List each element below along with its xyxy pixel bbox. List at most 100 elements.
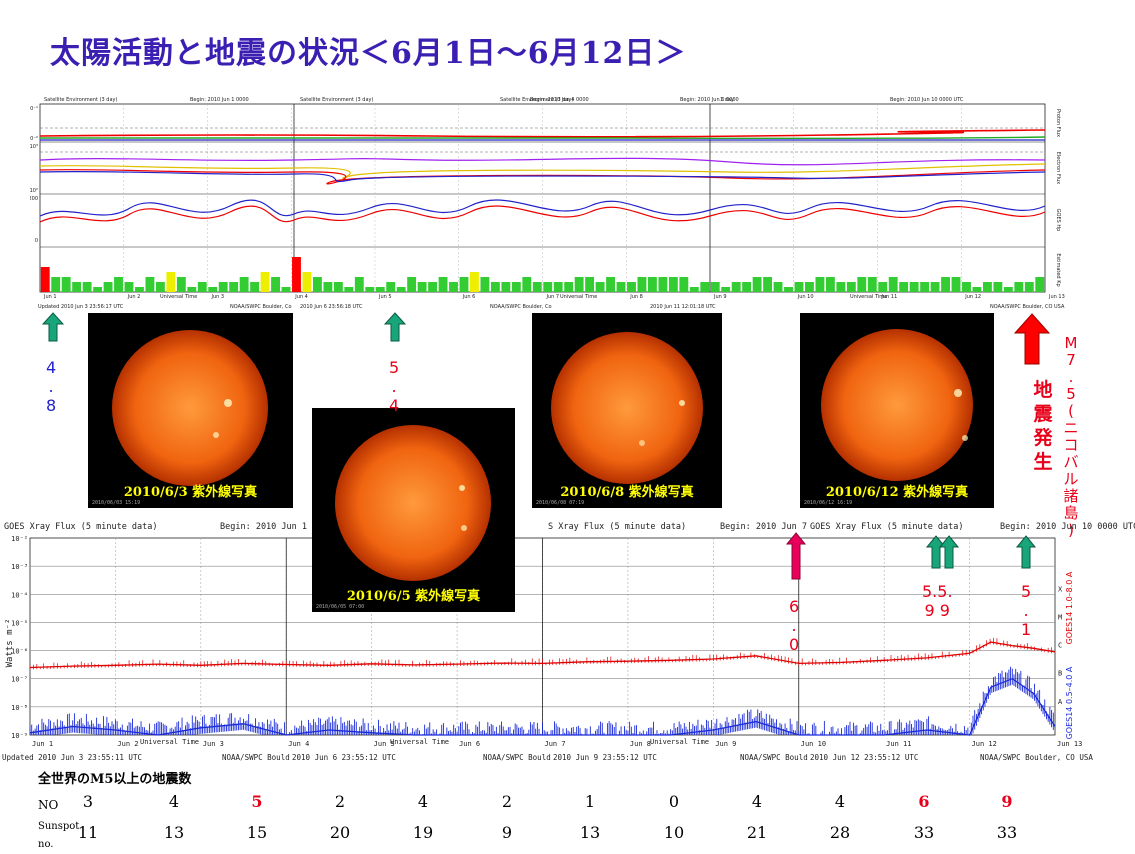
kp-bar: [731, 282, 741, 292]
xray-series-line: [29, 641, 1056, 669]
kp-bar: [794, 282, 804, 292]
y-tick-label: 10⁻⁸: [11, 704, 28, 712]
goes-hp-blue-line: [39, 199, 1046, 217]
goes-hp-panel: [39, 199, 1046, 223]
kp-bar: [135, 287, 144, 292]
date-tick-label: Jun 12: [964, 294, 981, 300]
count-cell: 33: [996, 823, 1018, 842]
kp-bar: [103, 282, 113, 292]
x-tick-label: Jun 13: [1057, 740, 1082, 748]
count-cell: 33: [913, 823, 935, 842]
xray-header: Begin: 2010 Jun 7: [720, 522, 807, 532]
panel-header-left: Satellite Environment (3 day): [500, 97, 574, 103]
proton-flux-red-line: [39, 129, 1046, 138]
xray-footer-text: Updated 2010 Jun 3 23:55:11 UTC: [2, 753, 142, 762]
big-quake-occurrence-label: 地 震 発 生: [1033, 379, 1053, 473]
count-cell: 13: [579, 823, 601, 842]
y-tick-label: 10⁻⁶: [11, 648, 28, 656]
x-tick-label: Jun 11: [886, 740, 911, 748]
y-tick-label: 10⁻⁴: [11, 591, 28, 599]
kp-bar: [878, 282, 888, 292]
page-title: 太陽活動と地震の状況＜6月1日～6月12日＞: [50, 36, 687, 71]
kp-bar: [784, 287, 793, 292]
count-cell: 4: [417, 792, 429, 811]
panel-header-right: Begin: 2010 Jun 6 0000: [680, 97, 739, 103]
sun-caption: 2010/6/8 紫外線写真: [560, 485, 694, 500]
kp-bar: [166, 272, 176, 292]
kp-bar: [616, 282, 626, 292]
quake-magnitude-label: 4 . 8: [46, 358, 57, 415]
kp-bar: [124, 282, 134, 292]
date-tick-label: Jun 11: [881, 294, 898, 300]
kp-bar: [532, 282, 542, 292]
kp-bar: [72, 282, 82, 292]
kp-bar: [271, 277, 280, 292]
kp-bar: [176, 277, 186, 292]
footer-text: NOAA/SWPC Boulder, Co: [230, 304, 292, 310]
electron-flux-purple-line: [39, 157, 1046, 166]
kp-bar: [930, 282, 940, 292]
kp-bar: [480, 277, 490, 292]
kp-bar: [564, 282, 574, 292]
kp-bar: [208, 287, 218, 292]
count-cell: 9: [501, 823, 513, 842]
xray-header: GOES Xray Flux (5 minute data): [4, 522, 158, 532]
proton-flux-panel: [39, 127, 1046, 141]
kp-bar: [574, 277, 584, 292]
kp-bar: [82, 282, 92, 292]
count-cell: 3: [82, 792, 94, 811]
xray-footer-text: NOAA/SWPC Boulder, CO USA: [980, 753, 1093, 762]
kp-bar: [292, 257, 301, 292]
xray-header: Begin: 2010 Jun 1: [220, 522, 307, 532]
count-cell: 4: [751, 792, 763, 811]
sun-caption: 2010/6/12 紫外線写真: [825, 485, 969, 500]
sun-image-0612: 2010/6/12 紫外線写真 2010/06/12 16:19: [800, 313, 994, 508]
sun-stamp: 2010/06/03 15:19: [92, 500, 141, 506]
kp-bar: [438, 277, 448, 292]
green-arrow-up-icon: [939, 535, 959, 569]
y-tick-label: 10⁻⁵: [11, 619, 28, 627]
flare-class-label: X: [1058, 585, 1063, 593]
kp-bar: [752, 277, 762, 292]
kp-bar: [312, 277, 322, 292]
green-arrow-up-icon: [42, 312, 64, 342]
y-tick-label: 200: [30, 196, 38, 202]
kp-bar: [647, 277, 657, 292]
row-label-no: NO: [38, 798, 59, 812]
kp-bar: [805, 282, 814, 292]
kp-bar: [679, 277, 689, 292]
count-cell: 6: [918, 792, 930, 811]
kp-bar: [825, 277, 835, 292]
footer-text: Updated 2010 Jun 3 23:56:17 UTC: [38, 304, 124, 310]
kp-bar: [354, 277, 364, 292]
flare-class-label: A: [1058, 698, 1063, 706]
kp-bar: [470, 272, 479, 292]
kp-bar: [972, 287, 982, 292]
x-tick-label: Jun 7: [545, 740, 566, 748]
panel-header-right: Begin: 2010 Jun 1 0000: [190, 97, 249, 103]
count-cell: 1: [584, 792, 596, 811]
quake-magnitude-label: 5.5. 9 9: [922, 582, 953, 620]
earthquake-count-title: 全世界のM5以上の地震数: [38, 772, 192, 787]
x-tick-label: Jun 8: [630, 740, 651, 748]
kp-bar: [721, 287, 731, 292]
x-tick-label: Jun 2: [117, 740, 138, 748]
electron-flux-panel: [39, 151, 1046, 185]
sun-disc: [551, 332, 703, 484]
kp-bar: [449, 282, 458, 292]
kp-bar: [93, 287, 103, 292]
sun-stamp: 2010/06/05 07:00: [316, 604, 365, 610]
xray-header: S Xray Flux (5 minute data): [548, 522, 686, 532]
axis-label: Universal Time: [160, 294, 197, 300]
footer-text: NOAA/SWPC Boulder, CO USA: [990, 304, 1065, 310]
xray-footer-text: 2010 Jun 12 23:55:12 UTC: [810, 753, 918, 762]
kp-bar: [250, 282, 260, 292]
x-tick-label: Jun 4: [288, 740, 309, 748]
sun-image-0608: 2010/6/8 紫外線写真 2010/06/08 07:19: [532, 313, 722, 508]
red-big-arrow-up-icon: [1014, 313, 1050, 365]
kp-bar: [490, 282, 500, 292]
xray-footer-text: 2010 Jun 9 23:55:12 UTC: [553, 753, 657, 762]
kp-bar: [668, 277, 678, 292]
count-cell: 4: [834, 792, 846, 811]
kp-bar: [606, 277, 615, 292]
